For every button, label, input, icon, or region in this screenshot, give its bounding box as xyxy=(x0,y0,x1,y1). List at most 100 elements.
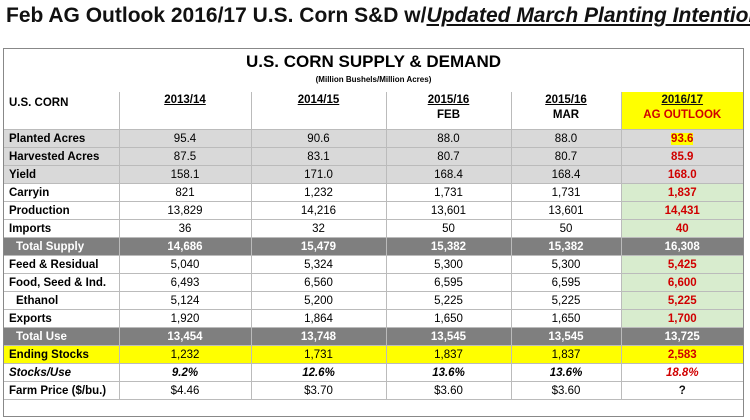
cell: 1,837 xyxy=(385,345,511,364)
row-label-text: Imports xyxy=(9,222,52,235)
cell-value: 88.0 xyxy=(554,132,578,145)
cell: 821 xyxy=(118,183,251,202)
cell: 14,431 xyxy=(620,201,743,220)
cell: 13,601 xyxy=(385,201,511,220)
cell: 15,479 xyxy=(250,237,386,256)
cell-value: 12.6% xyxy=(302,366,335,379)
cell: 5,225 xyxy=(510,291,621,310)
cell: 95.4 xyxy=(118,129,251,148)
cell-value: 168.4 xyxy=(434,168,463,181)
cell-value: 50 xyxy=(559,222,573,235)
data-row: Farm Price ($/bu.) $4.46 $3.70 $3.60 $3.60? xyxy=(4,381,743,400)
cell-value: 13,829 xyxy=(167,204,203,217)
cell-value: ? xyxy=(678,384,686,397)
cell-value: 5,040 xyxy=(170,258,200,271)
column-header-line: 2015/16 xyxy=(427,94,470,106)
cell: 16,308 xyxy=(620,237,743,256)
cell-value: 95.4 xyxy=(173,132,197,145)
cell: 158.1 xyxy=(118,165,251,184)
cell: ? xyxy=(620,381,743,400)
data-row: Yield 158.1 171.0 168.4 168.4 168.0 xyxy=(4,165,743,184)
data-row: Ending Stocks 1,232 1,731 1,837 1,837 2,583 xyxy=(4,345,743,364)
cell-value: 14,686 xyxy=(167,240,203,253)
cell: 168.4 xyxy=(510,165,621,184)
cell-value: 13,725 xyxy=(664,330,700,343)
cell: 87.5 xyxy=(118,147,251,166)
cell-value: 1,731 xyxy=(434,186,463,199)
cell-value: 13,748 xyxy=(300,330,337,343)
cell: 88.0 xyxy=(510,129,621,148)
row-label: Yield xyxy=(4,165,119,184)
cell: 1,837 xyxy=(510,345,621,364)
cell-value: $3.60 xyxy=(434,384,463,397)
cell: 13,545 xyxy=(385,327,511,346)
cell: 12.6% xyxy=(250,363,386,382)
row-label-text: Food, Seed & Ind. xyxy=(9,276,107,289)
cell-value: 15,382 xyxy=(430,240,467,253)
cell: 5,300 xyxy=(385,255,511,274)
table-box: U.S. CORN SUPPLY & DEMAND (Million Bushe… xyxy=(3,48,744,417)
cell: 83.1 xyxy=(250,147,386,166)
cell-value: 14,431 xyxy=(664,204,700,217)
cell-value: 13,601 xyxy=(430,204,467,217)
row-label-text: Total Use xyxy=(16,330,67,343)
data-row: Feed & Residual 5,040 5,324 5,300 5,300 5,425 xyxy=(4,255,743,274)
column-header-line: FEB xyxy=(437,109,460,121)
row-label-text: Production xyxy=(9,204,70,217)
cell-value: 6,595 xyxy=(551,276,581,289)
cell-value: 5,124 xyxy=(170,294,200,307)
cell: 1,731 xyxy=(385,183,511,202)
data-row: Production 13,829 14,216 13,601 13,601 14,431 xyxy=(4,201,743,220)
cell-value: 5,324 xyxy=(304,258,333,271)
cell: 1,232 xyxy=(118,345,251,364)
cell-value: 6,600 xyxy=(667,276,697,289)
cell-value: 1,650 xyxy=(551,312,581,325)
cell-value: 13.6% xyxy=(549,366,583,379)
cell-value: 821 xyxy=(175,186,195,199)
cell-value: 5,300 xyxy=(551,258,581,271)
row-label-text: Exports xyxy=(9,312,52,325)
row-label: Total Supply xyxy=(4,237,119,256)
cell-value: 1,837 xyxy=(667,186,697,199)
cell-value: $3.60 xyxy=(551,384,581,397)
data-row: Exports 1,920 1,864 1,650 1,650 1,700 xyxy=(4,309,743,328)
column-header-line: 2016/17 xyxy=(661,94,704,106)
cell-value: 1,731 xyxy=(551,186,581,199)
cell-value: 88.0 xyxy=(437,132,460,145)
cell-value: 171.0 xyxy=(304,168,333,181)
cell: 1,864 xyxy=(250,309,386,328)
cell: 1,731 xyxy=(250,345,386,364)
cell-value: 36 xyxy=(178,222,192,235)
cell-value: 1,920 xyxy=(170,312,200,325)
cell: 93.6 xyxy=(620,129,743,148)
cell-value: 40 xyxy=(675,222,689,235)
cell-value: 1,700 xyxy=(667,312,697,325)
cell-value: $4.46 xyxy=(170,384,200,397)
cell: 5,124 xyxy=(118,291,251,310)
cell: 168.4 xyxy=(385,165,511,184)
page-title: Feb AG Outlook 2016/17 U.S. Corn S&D w/U… xyxy=(6,4,750,28)
cell: 18.8% xyxy=(620,363,743,382)
row-label: Planted Acres xyxy=(4,129,119,148)
data-row: Total Supply 14,686 15,479 15,382 15,382 16,3… xyxy=(4,237,743,256)
cell-value: 13.6% xyxy=(432,366,465,379)
cell-value: 13,454 xyxy=(167,330,203,343)
row-label-text: Farm Price ($/bu.) xyxy=(9,384,107,397)
cell: 5,225 xyxy=(620,291,743,310)
cell: 36 xyxy=(118,219,251,238)
row-label: Feed & Residual xyxy=(4,255,119,274)
cell: 1,837 xyxy=(620,183,743,202)
row-label: Exports xyxy=(4,309,119,328)
cell-value: 18.8% xyxy=(665,366,699,379)
cell: 1,731 xyxy=(510,183,621,202)
cell-value: 93.6 xyxy=(671,132,694,145)
cell-value: 1,864 xyxy=(304,312,333,325)
cell: $3.60 xyxy=(385,381,511,400)
cell-value: 5,300 xyxy=(434,258,463,271)
table-subtitle: (Million Bushels/Million Acres) xyxy=(315,75,432,84)
cell-value: 6,595 xyxy=(434,276,463,289)
cell-value: 50 xyxy=(442,222,455,235)
cell-value: 6,493 xyxy=(170,276,200,289)
cell: 5,200 xyxy=(250,291,386,310)
